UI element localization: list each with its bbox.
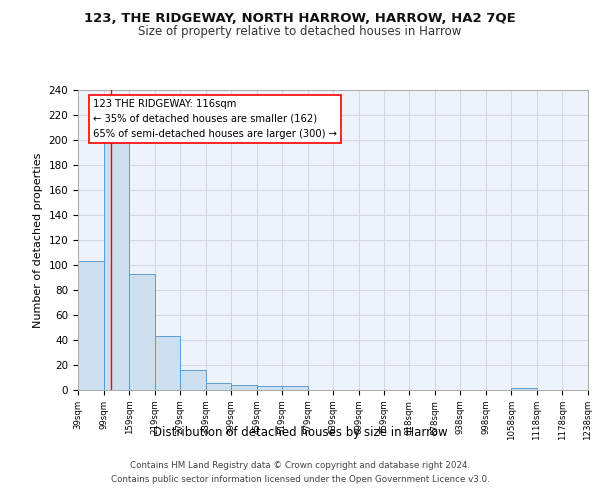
Bar bbox=[104, 134, 129, 390]
Bar bbox=[511, 388, 537, 390]
Text: Contains public sector information licensed under the Open Government Licence v3: Contains public sector information licen… bbox=[110, 476, 490, 484]
Y-axis label: Number of detached properties: Number of detached properties bbox=[33, 152, 43, 328]
Text: Distribution of detached houses by size in Harrow: Distribution of detached houses by size … bbox=[152, 426, 448, 439]
Bar bbox=[78, 261, 104, 390]
Bar bbox=[129, 274, 155, 390]
Text: 123 THE RIDGEWAY: 116sqm
← 35% of detached houses are smaller (162)
65% of semi-: 123 THE RIDGEWAY: 116sqm ← 35% of detach… bbox=[94, 99, 337, 138]
Bar bbox=[282, 386, 308, 390]
Bar bbox=[257, 386, 282, 390]
Text: Size of property relative to detached houses in Harrow: Size of property relative to detached ho… bbox=[139, 25, 461, 38]
Bar bbox=[206, 382, 231, 390]
Bar bbox=[155, 336, 180, 390]
Text: Contains HM Land Registry data © Crown copyright and database right 2024.: Contains HM Land Registry data © Crown c… bbox=[130, 462, 470, 470]
Bar bbox=[180, 370, 206, 390]
Bar bbox=[231, 385, 257, 390]
Text: 123, THE RIDGEWAY, NORTH HARROW, HARROW, HA2 7QE: 123, THE RIDGEWAY, NORTH HARROW, HARROW,… bbox=[84, 12, 516, 26]
